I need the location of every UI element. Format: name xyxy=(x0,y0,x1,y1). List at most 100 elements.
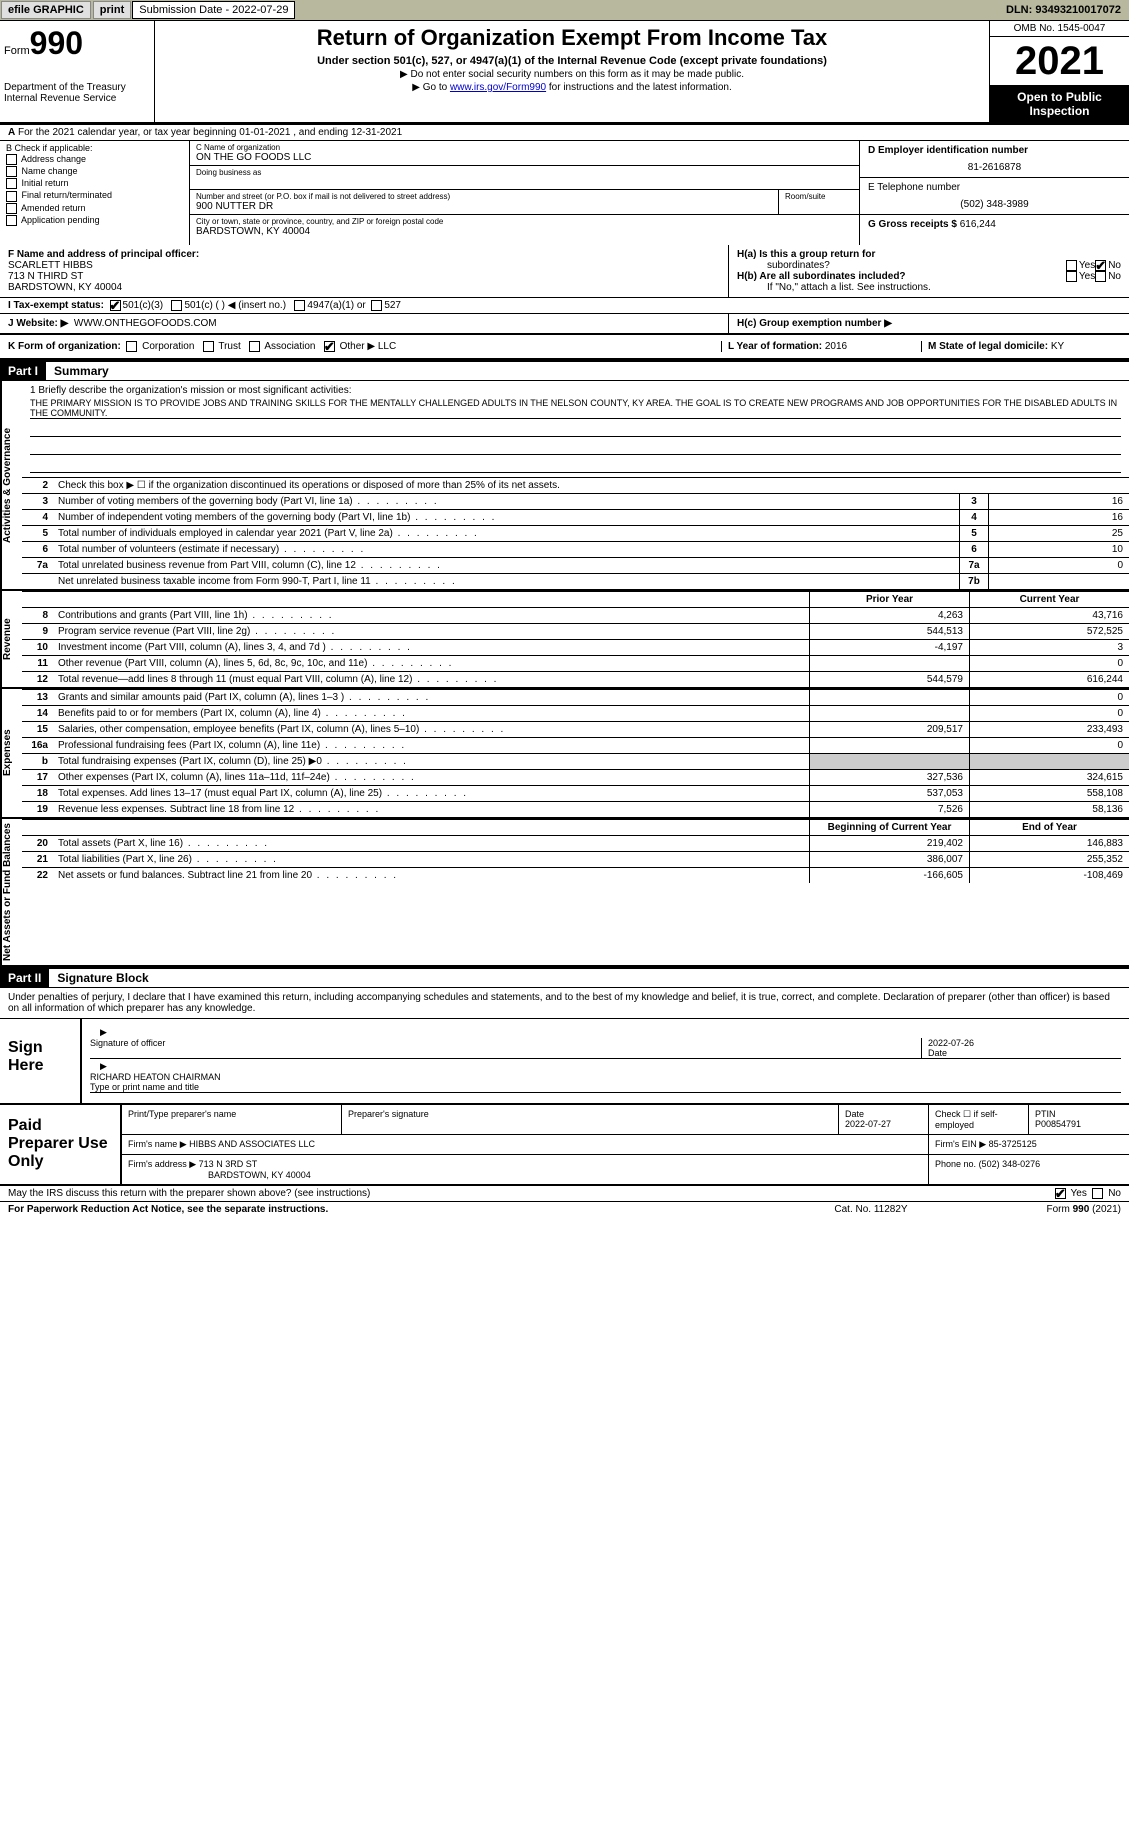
tax-status-row: I Tax-exempt status: 501(c)(3) 501(c) ( … xyxy=(0,298,1129,314)
klm-row: K Form of organization: Corporation Trus… xyxy=(0,335,1129,360)
table-row: bTotal fundraising expenses (Part IX, co… xyxy=(22,753,1129,769)
note-ssn: ▶ Do not enter social security numbers o… xyxy=(163,69,981,80)
table-row: 15Salaries, other compensation, employee… xyxy=(22,721,1129,737)
print-button[interactable]: print xyxy=(93,1,131,19)
page-footer: For Paperwork Reduction Act Notice, see … xyxy=(0,1202,1129,1217)
header-left: Form990 Department of the Treasury Inter… xyxy=(0,21,155,122)
table-row: 17Other expenses (Part IX, column (A), l… xyxy=(22,769,1129,785)
table-row: 8Contributions and grants (Part VIII, li… xyxy=(22,607,1129,623)
fh-section: F Name and address of principal officer:… xyxy=(0,245,1129,298)
table-row: 16aProfessional fundraising fees (Part I… xyxy=(22,737,1129,753)
efile-button[interactable]: efile GRAPHIC xyxy=(1,1,91,19)
firm-ein: 85-3725125 xyxy=(989,1139,1037,1149)
ha-no-checkbox[interactable] xyxy=(1095,260,1106,271)
prep-date: 2022-07-27 xyxy=(845,1119,922,1129)
form-header: Form990 Department of the Treasury Inter… xyxy=(0,21,1129,125)
4947-checkbox[interactable] xyxy=(294,300,305,311)
table-row: 9Program service revenue (Part VIII, lin… xyxy=(22,623,1129,639)
omb-number: OMB No. 1545-0047 xyxy=(990,21,1129,37)
dept-treasury: Department of the Treasury xyxy=(4,82,150,93)
box-d-section: D Employer identification number81-26168… xyxy=(859,141,1129,245)
table-row: 18Total expenses. Add lines 13–17 (must … xyxy=(22,785,1129,801)
dln: DLN: 93493210017072 xyxy=(998,2,1129,18)
revenue-tab: Revenue xyxy=(0,591,22,687)
527-checkbox[interactable] xyxy=(371,300,382,311)
website-row: J Website: ▶ WWW.ONTHEGOFOODS.COM H(c) G… xyxy=(0,314,1129,335)
val-6: 10 xyxy=(989,542,1129,557)
box-b-section: B Check if applicable: Address change Na… xyxy=(0,141,1129,245)
501c3-checkbox[interactable] xyxy=(110,300,121,311)
discuss-no-checkbox[interactable] xyxy=(1092,1188,1103,1199)
inspection-badge: Open to Public Inspection xyxy=(990,86,1129,122)
mission-block: 1 Briefly describe the organization's mi… xyxy=(22,381,1129,477)
box-f: F Name and address of principal officer:… xyxy=(0,245,729,297)
netassets-section: Net Assets or Fund Balances Beginning of… xyxy=(0,819,1129,967)
hb-yes-checkbox[interactable] xyxy=(1066,271,1077,282)
org-city: BARDSTOWN, KY 40004 xyxy=(196,226,853,237)
trust-checkbox[interactable] xyxy=(203,341,214,352)
sign-date: 2022-07-26 xyxy=(928,1038,974,1048)
officer-printed-name: RICHARD HEATON CHAIRMAN xyxy=(90,1072,1121,1082)
signature-declaration: Under penalties of perjury, I declare th… xyxy=(0,988,1129,1019)
note-link: ▶ Go to www.irs.gov/Form990 for instruct… xyxy=(163,82,981,93)
state-domicile: KY xyxy=(1051,341,1064,352)
address-change-checkbox[interactable] xyxy=(6,154,17,165)
officer-name: SCARLETT HIBBS xyxy=(8,260,93,271)
val-7b xyxy=(989,574,1129,589)
tax-year: 2021 xyxy=(990,37,1129,86)
table-row: 14Benefits paid to or for members (Part … xyxy=(22,705,1129,721)
hb-no-checkbox[interactable] xyxy=(1095,271,1106,282)
paid-preparer-section: Paid Preparer Use Only Print/Type prepar… xyxy=(0,1105,1129,1186)
box-b-checkboxes: B Check if applicable: Address change Na… xyxy=(0,141,190,245)
form-title: Return of Organization Exempt From Incom… xyxy=(163,25,981,51)
part1-header: Part ISummary xyxy=(0,360,1129,381)
ptin-value: P00854791 xyxy=(1035,1119,1123,1129)
expenses-tab: Expenses xyxy=(0,689,22,817)
phone-value: (502) 348-3989 xyxy=(868,199,1121,210)
name-change-checkbox[interactable] xyxy=(6,166,17,177)
may-discuss-row: May the IRS discuss this return with the… xyxy=(0,1186,1129,1202)
table-row: 12Total revenue—add lines 8 through 11 (… xyxy=(22,671,1129,687)
table-row: 13Grants and similar amounts paid (Part … xyxy=(22,689,1129,705)
year-formation: 2016 xyxy=(825,341,847,352)
val-7a: 0 xyxy=(989,558,1129,573)
application-pending-checkbox[interactable] xyxy=(6,215,17,226)
corp-checkbox[interactable] xyxy=(126,341,137,352)
sign-here-section: Sign Here ▶ Signature of officer2022-07-… xyxy=(0,1019,1129,1105)
final-return-checkbox[interactable] xyxy=(6,191,17,202)
submission-date: Submission Date - 2022-07-29 xyxy=(132,1,295,19)
part2-header: Part IISignature Block xyxy=(0,967,1129,988)
ha-yes-checkbox[interactable] xyxy=(1066,260,1077,271)
ein-value: 81-2616878 xyxy=(868,162,1121,173)
amended-return-checkbox[interactable] xyxy=(6,203,17,214)
line-a: A For the 2021 calendar year, or tax yea… xyxy=(0,125,1129,141)
501c-checkbox[interactable] xyxy=(171,300,182,311)
table-row: 21Total liabilities (Part X, line 26)386… xyxy=(22,851,1129,867)
firm-name: HIBBS AND ASSOCIATES LLC xyxy=(189,1139,315,1149)
header-right: OMB No. 1545-0047 2021 Open to Public In… xyxy=(989,21,1129,122)
val-4: 16 xyxy=(989,510,1129,525)
val-5: 25 xyxy=(989,526,1129,541)
other-checkbox[interactable] xyxy=(324,341,335,352)
val-3: 16 xyxy=(989,494,1129,509)
box-h: H(a) Is this a group return for subordin… xyxy=(729,245,1129,297)
gross-receipts: 616,244 xyxy=(960,219,996,230)
netassets-tab: Net Assets or Fund Balances xyxy=(0,819,22,965)
assoc-checkbox[interactable] xyxy=(249,341,260,352)
org-info: C Name of organizationON THE GO FOODS LL… xyxy=(190,141,859,245)
governance-tab: Activities & Governance xyxy=(0,381,22,589)
org-name: ON THE GO FOODS LLC xyxy=(196,152,853,163)
firm-addr: 713 N 3RD ST xyxy=(199,1159,258,1169)
expenses-section: Expenses 13Grants and similar amounts pa… xyxy=(0,689,1129,819)
topbar: efile GRAPHIC print Submission Date - 20… xyxy=(0,0,1129,21)
org-address: 900 NUTTER DR xyxy=(196,201,772,212)
form-prefix: Form xyxy=(4,45,30,57)
form-number: 990 xyxy=(30,25,83,61)
table-row: 10Investment income (Part VIII, column (… xyxy=(22,639,1129,655)
governance-section: Activities & Governance 1 Briefly descri… xyxy=(0,381,1129,591)
website-value: WWW.ONTHEGOFOODS.COM xyxy=(74,318,217,329)
mission-text: THE PRIMARY MISSION IS TO PROVIDE JOBS A… xyxy=(30,396,1121,419)
initial-return-checkbox[interactable] xyxy=(6,178,17,189)
irs-link[interactable]: www.irs.gov/Form990 xyxy=(450,82,546,93)
discuss-yes-checkbox[interactable] xyxy=(1055,1188,1066,1199)
